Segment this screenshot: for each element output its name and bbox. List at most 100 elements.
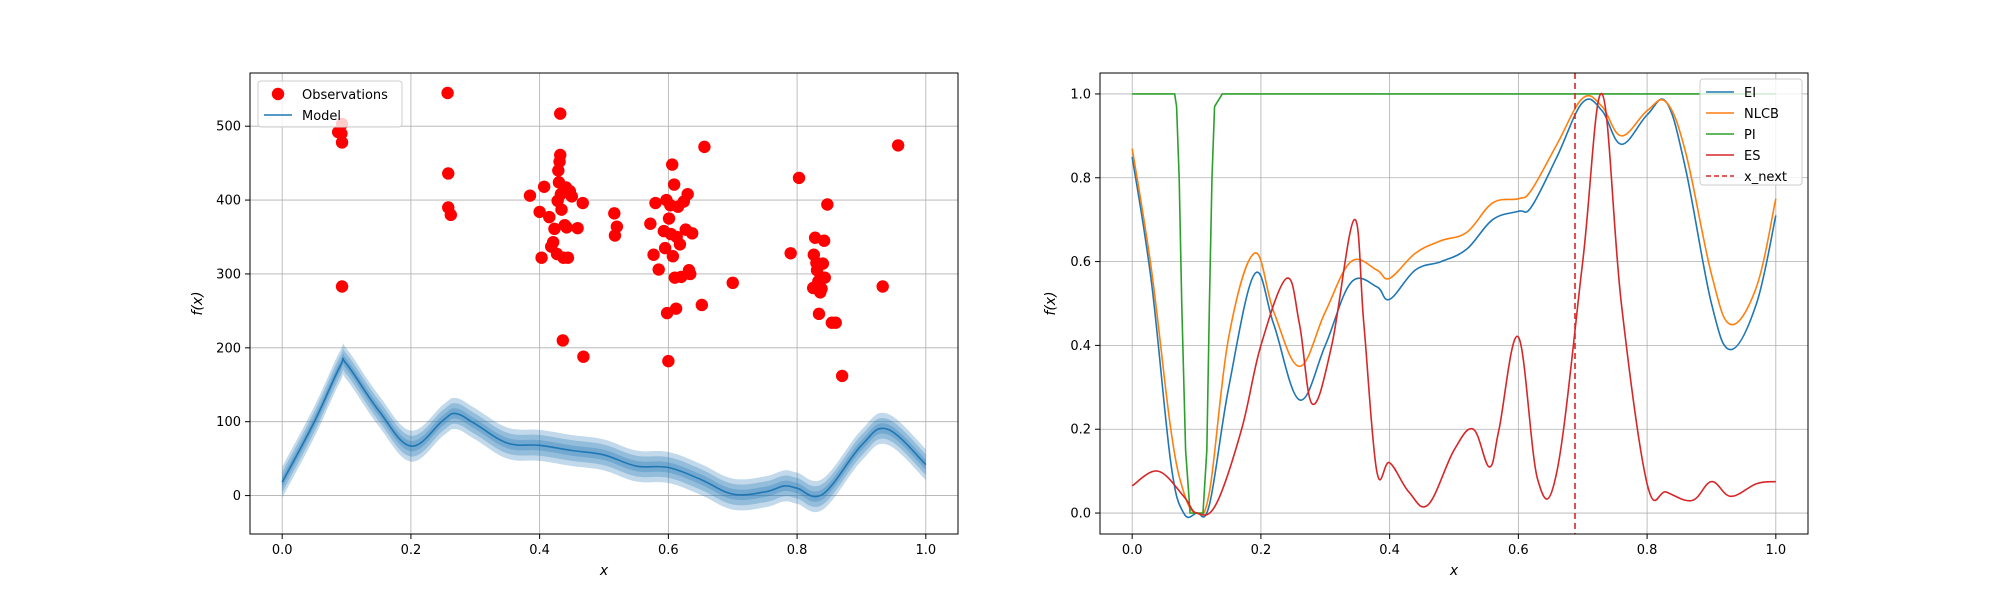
observation-point: [829, 316, 842, 329]
observation-point: [662, 354, 675, 368]
observation-point: [335, 127, 348, 140]
x-tick-label: 0.6: [1508, 543, 1529, 558]
x-tick-label: 0.8: [787, 543, 808, 558]
model-mean-line: [281, 357, 927, 498]
right-plot-area: [1131, 73, 1777, 534]
model-confidence-band: [282, 342, 926, 513]
x-tick-label: 1.0: [1765, 543, 1786, 558]
y-tick-label: 500: [216, 120, 241, 135]
axes-frame-2: 0.0 0.2 0.4 0.6 0.8 1.0 0.0 0.2 0.4 0.6 0.8 1.0 x f(x…: [1043, 72, 1809, 579]
observation-point: [576, 196, 589, 210]
x-axis-label: x: [599, 563, 609, 579]
x-tick-label: 0.2: [1251, 543, 1272, 558]
observation-point: [543, 210, 556, 224]
legend-left: Observations Model: [257, 80, 403, 128]
observation-point: [726, 276, 739, 290]
legend-label-nlcb: NLCB: [1744, 107, 1779, 122]
observation-point: [695, 298, 709, 312]
observation-point: [662, 212, 676, 225]
observation-point: [784, 247, 797, 260]
x-tick-label: 0.4: [1379, 543, 1400, 558]
observation-point: [442, 167, 455, 180]
axes-frame-1: 0.0 0.2 0.4 0.6 0.8 1.0 0 100 200 300 400 500 x f(x): [190, 72, 959, 579]
y-tick-label: 400: [216, 194, 241, 209]
model-confidence-band: [282, 353, 926, 502]
observation-point: [535, 251, 548, 264]
observation-point: [561, 251, 575, 264]
y-tick-label: 1.0: [1070, 87, 1091, 102]
observation-point: [816, 257, 830, 270]
x-axis-label: x: [1449, 563, 1459, 579]
legend-label-es: ES: [1744, 149, 1760, 164]
observation-point: [554, 148, 567, 162]
observation-point: [792, 171, 806, 185]
observation-point: [565, 190, 579, 203]
observation-point: [698, 140, 711, 154]
observation-point: [608, 207, 621, 220]
plot-frame: [1099, 72, 1809, 535]
observation-point: [815, 282, 828, 295]
observation-point: [523, 189, 537, 202]
legend-label-pi: PI: [1744, 128, 1756, 143]
observation-point: [577, 350, 590, 363]
observation-point: [537, 180, 551, 193]
observation-point: [533, 205, 546, 219]
x-tick-label: 0.0: [1122, 543, 1143, 558]
observation-point: [444, 208, 458, 222]
observation-point: [548, 222, 561, 236]
y-axis-label: f(x): [190, 291, 206, 315]
series-line-es: [1131, 93, 1776, 516]
y-tick-label: 100: [216, 415, 241, 430]
observation-point: [669, 302, 683, 315]
y-tick-label: 0.0: [1070, 507, 1091, 522]
observation-point: [667, 178, 681, 191]
observation-point: [821, 198, 834, 211]
observation-point: [560, 221, 573, 234]
legend-label-observations: Observations: [302, 88, 388, 103]
observation-point: [555, 203, 568, 216]
observation-point: [644, 217, 657, 230]
observation-point: [441, 86, 454, 100]
x-tick-label: 0.6: [658, 543, 679, 558]
observation-point: [666, 158, 679, 171]
legend-box: [257, 80, 403, 128]
legend-box: [1699, 78, 1803, 186]
observation-point: [652, 263, 665, 276]
y-tick-label: 0.2: [1070, 423, 1091, 438]
observation-point: [891, 139, 905, 152]
legend-right: EI NLCB PI ES x_next: [1699, 78, 1803, 186]
legend-label-model: Model: [302, 109, 341, 124]
y-axis-label: f(x): [1043, 291, 1059, 315]
x-tick-label: 0.4: [529, 543, 550, 558]
observation-point: [876, 280, 889, 293]
y-tick-label: 300: [216, 267, 241, 282]
observation-point: [647, 248, 660, 261]
left-plot-area: [281, 86, 927, 513]
series-line-ei: [1131, 98, 1777, 519]
axes-1: [250, 73, 958, 534]
legend-label-ei: EI: [1744, 86, 1756, 101]
y-tick-label: 0.4: [1070, 339, 1091, 354]
observation-point: [335, 280, 349, 293]
observation-point: [666, 250, 680, 263]
y-tick-label: 200: [216, 341, 241, 356]
observation-point: [818, 271, 831, 284]
observation-point: [681, 187, 694, 201]
observation-point: [571, 221, 584, 235]
legend-label-x-next: x_next: [1744, 170, 1787, 185]
x-tick-label: 0.0: [272, 543, 293, 558]
observation-point: [335, 136, 349, 149]
observation-point: [610, 220, 624, 233]
observation-point: [835, 369, 849, 383]
y-tick-label: 0: [233, 489, 241, 504]
y-tick-label: 0.6: [1070, 255, 1091, 270]
plot-frame: [249, 72, 959, 535]
observation-point: [554, 107, 567, 120]
observation-point: [556, 334, 570, 347]
observation-point: [684, 267, 697, 281]
observation-point: [658, 241, 672, 255]
observation-point: [817, 234, 831, 247]
observation-point: [649, 196, 662, 210]
